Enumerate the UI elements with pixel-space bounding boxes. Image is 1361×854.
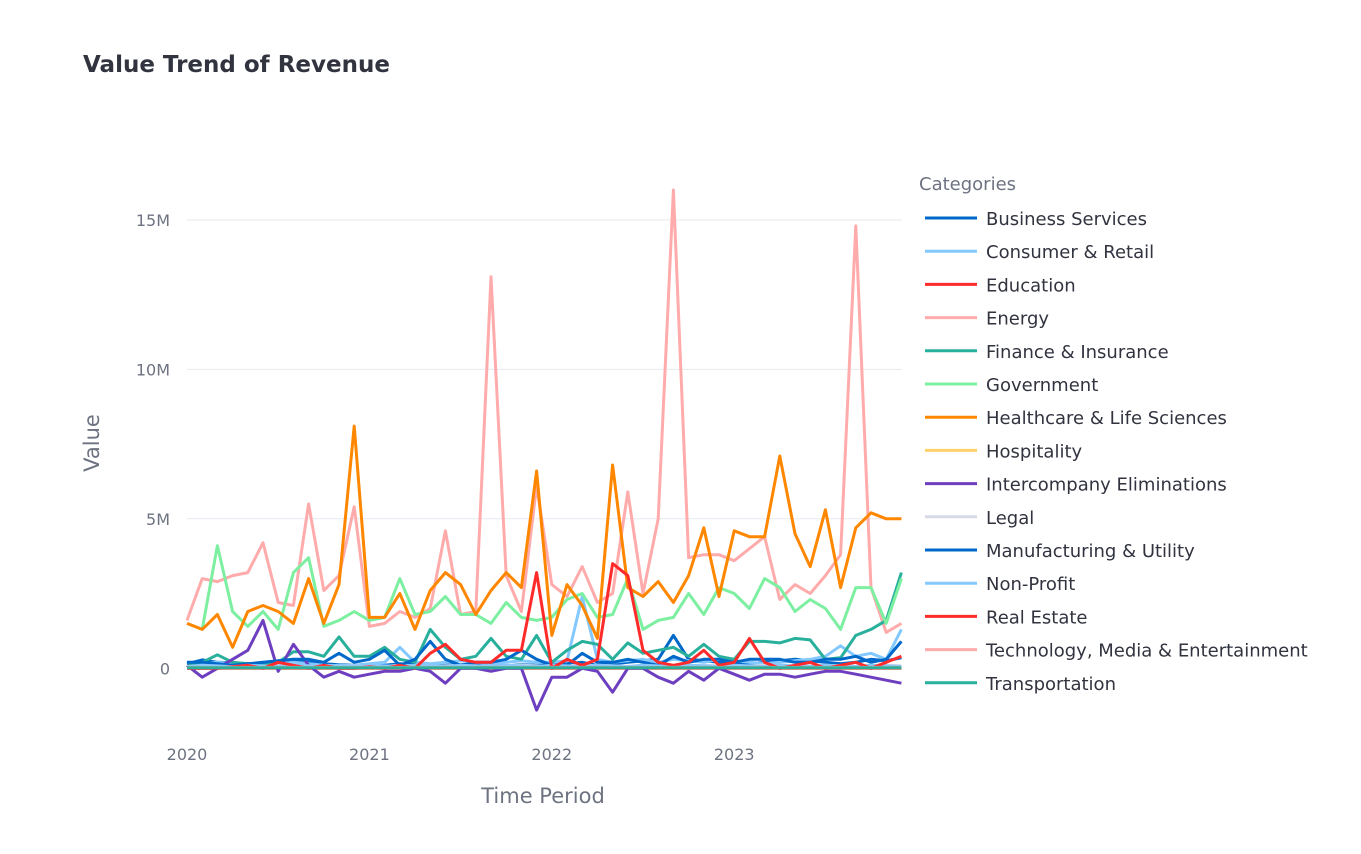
series-line-1 [186,595,903,668]
legend-label: Non-Profit [986,574,1075,595]
legend-item[interactable]: Real Estate [925,607,1088,628]
legend-label: Legal [986,508,1034,529]
legend-item[interactable]: Manufacturing & Utility [925,541,1195,562]
legend-label: Business Services [986,209,1147,230]
legend-label: Education [986,275,1076,296]
legend-item[interactable]: Legal [925,508,1034,529]
x-axis-title: Time Period [480,784,605,808]
legend-label: Finance & Insurance [986,342,1169,363]
series-line-10 [187,639,903,667]
legend-item[interactable]: Hospitality [925,441,1083,462]
legend-label: Energy [986,309,1049,330]
legend-item[interactable]: Energy [925,309,1049,330]
series-line-3 [185,188,903,634]
legend-item[interactable]: Non-Profit [925,574,1075,595]
legend-title: Categories [919,174,1016,195]
x-axis-ticks: 2020 2021 2022 2023 [167,745,755,764]
legend: Categories Business Services Consumer & R… [919,174,1308,695]
series-line-6 [186,424,902,649]
series-line-4 [186,572,903,667]
legend-item[interactable]: Transportation [925,674,1116,695]
legend-item[interactable]: Business Services [925,209,1147,230]
legend-label: Government [986,375,1098,396]
y-tick-label: 15M [136,211,170,230]
legend-label: Technology, Media & Entertainment [985,641,1308,662]
legend-label: Consumer & Retail [986,242,1154,263]
legend-item[interactable]: Intercompany Eliminations [925,475,1227,496]
x-tick-label: 2020 [167,745,208,764]
legend-label: Hospitality [986,441,1083,462]
x-tick-label: 2022 [531,745,572,764]
series-lines [185,188,903,712]
x-tick-label: 2023 [714,745,755,764]
legend-item[interactable]: Technology, Media & Entertainment [925,641,1308,662]
legend-item[interactable]: Education [925,275,1076,296]
legend-item[interactable]: Consumer & Retail [925,242,1154,263]
legend-item[interactable]: Government [925,375,1098,396]
series-line-8 [186,618,902,712]
legend-label: Manufacturing & Utility [986,541,1195,562]
legend-label: Healthcare & Life Sciences [986,408,1227,429]
legend-label: Intercompany Eliminations [986,475,1227,496]
legend-item[interactable]: Finance & Insurance [925,342,1169,363]
x-tick-label: 2021 [349,745,390,764]
chart-title: Value Trend of Revenue [83,52,390,78]
y-tick-label: 10M [136,360,170,379]
y-axis-title: Value [80,414,104,472]
y-axis-ticks: 0 5M 10M 15M [136,211,170,678]
legend-label: Transportation [985,674,1116,695]
legend-item[interactable]: Healthcare & Life Sciences [925,408,1227,429]
y-tick-label: 0 [160,659,170,678]
y-tick-label: 5M [146,510,170,529]
legend-label: Real Estate [986,607,1088,628]
